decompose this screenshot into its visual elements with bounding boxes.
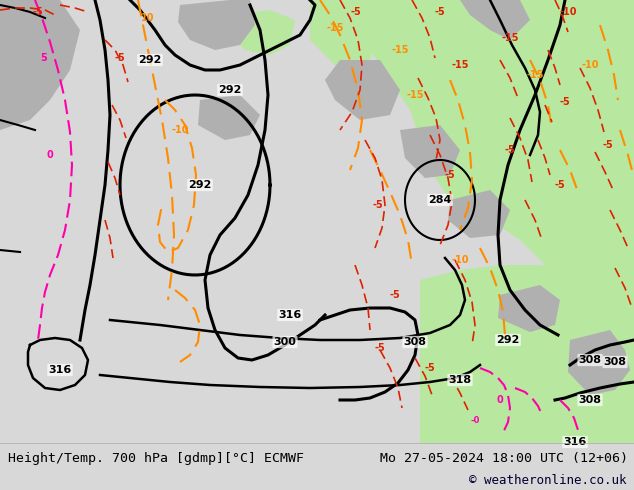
Text: 292: 292 — [138, 55, 162, 65]
Text: -15: -15 — [391, 45, 409, 55]
Text: -5: -5 — [603, 140, 613, 150]
Text: 300: 300 — [273, 337, 297, 347]
Text: -5: -5 — [390, 290, 401, 300]
Text: -5: -5 — [32, 7, 43, 17]
Text: 292: 292 — [496, 335, 520, 345]
Text: 316: 316 — [278, 310, 302, 320]
Text: -15: -15 — [501, 33, 519, 43]
Text: -5: -5 — [444, 170, 455, 180]
Text: 292: 292 — [188, 180, 212, 190]
Text: Height/Temp. 700 hPa [gdmp][°C] ECMWF: Height/Temp. 700 hPa [gdmp][°C] ECMWF — [8, 452, 304, 465]
Text: 318: 318 — [448, 375, 472, 385]
Text: -5: -5 — [373, 200, 384, 210]
Text: -5: -5 — [115, 53, 126, 63]
Text: 308: 308 — [403, 337, 427, 347]
Text: -10: -10 — [581, 60, 598, 70]
Text: 0: 0 — [496, 395, 503, 405]
Text: Mo 27-05-2024 18:00 UTC (12+06): Mo 27-05-2024 18:00 UTC (12+06) — [380, 452, 628, 465]
Text: 0: 0 — [47, 150, 53, 160]
Text: -15: -15 — [526, 70, 544, 80]
Text: 5: 5 — [41, 53, 48, 63]
Text: -10: -10 — [559, 7, 577, 17]
Text: -5: -5 — [425, 363, 436, 373]
Text: -5: -5 — [375, 343, 385, 353]
Text: -10: -10 — [451, 255, 469, 265]
Text: -15: -15 — [451, 60, 469, 70]
Text: -15: -15 — [406, 90, 424, 100]
Text: -10: -10 — [171, 125, 189, 135]
Text: -5: -5 — [351, 7, 361, 17]
Text: -5: -5 — [560, 97, 571, 107]
Text: -5: -5 — [435, 7, 445, 17]
Text: -5: -5 — [555, 180, 566, 190]
Text: 316: 316 — [48, 365, 72, 375]
Text: 308: 308 — [604, 357, 626, 367]
Text: -15: -15 — [327, 23, 344, 33]
Text: -0: -0 — [470, 416, 480, 424]
Text: 316: 316 — [564, 437, 586, 447]
Text: 308: 308 — [578, 355, 602, 365]
Text: 308: 308 — [578, 395, 602, 405]
Text: © weatheronline.co.uk: © weatheronline.co.uk — [469, 474, 626, 487]
Text: -5: -5 — [505, 145, 515, 155]
Text: 10: 10 — [141, 13, 155, 23]
Text: 284: 284 — [429, 195, 451, 205]
Text: 292: 292 — [218, 85, 242, 95]
